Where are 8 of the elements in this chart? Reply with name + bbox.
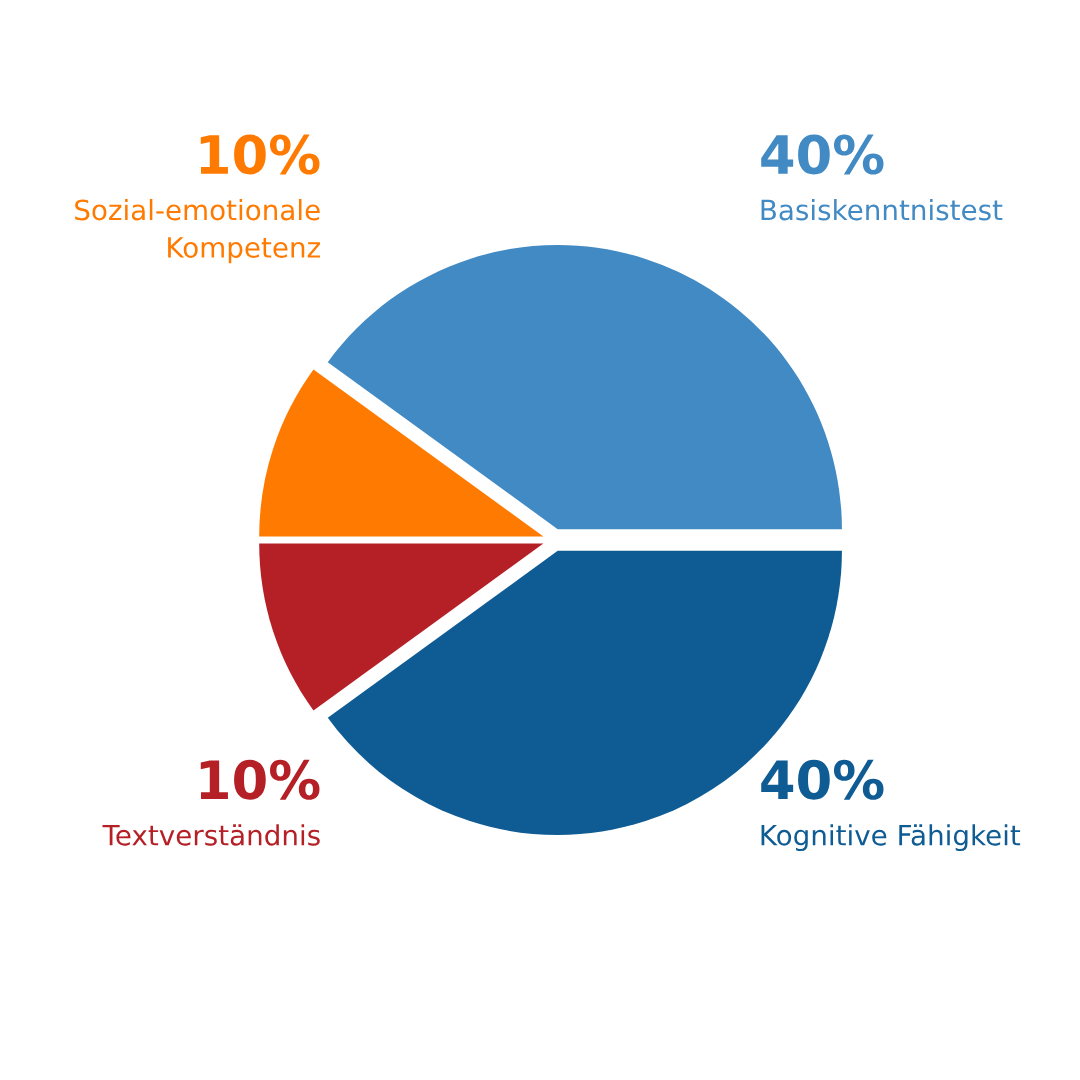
data-label: 10%	[200, 134, 320, 175]
slice-label: Sozial-emotionale Kompetenz	[75, 198, 320, 264]
data-label: 40%	[761, 759, 884, 800]
slice-label: Kognitive Fähigkeit	[761, 824, 1021, 852]
slice-label: Textverständnis	[102, 824, 320, 846]
data-label: 40%	[761, 134, 884, 175]
data-label: 10%	[200, 759, 320, 800]
slice-label: Basiskenntnistest	[761, 198, 1003, 221]
